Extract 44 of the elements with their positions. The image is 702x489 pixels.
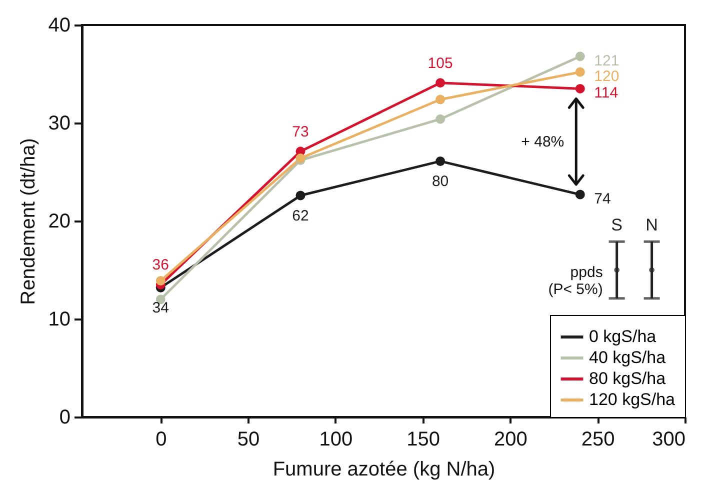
y-tick-label: 20 xyxy=(48,210,70,232)
y-tick-label: 30 xyxy=(48,112,70,134)
point xyxy=(436,156,446,166)
legend-label: 120 kgS/ha xyxy=(589,390,676,409)
x-tick-label: 250 xyxy=(581,428,615,450)
x-tick-label: 50 xyxy=(237,428,260,450)
point xyxy=(575,190,585,200)
point xyxy=(649,267,655,273)
x-axis-title: Fumure azotée (kg N/ha) xyxy=(272,458,496,480)
point xyxy=(296,190,306,200)
point xyxy=(575,67,585,77)
point xyxy=(156,276,166,286)
x-tick-label: 0 xyxy=(156,428,167,450)
point xyxy=(614,267,620,273)
x-tick-label: 150 xyxy=(406,428,440,450)
y-tick-label: 40 xyxy=(48,14,70,36)
annotation: 105 xyxy=(428,54,453,72)
annotation: 73 xyxy=(292,123,309,140)
point xyxy=(436,78,446,88)
y-tick-label: 0 xyxy=(59,406,70,428)
x-tick-label: 200 xyxy=(494,428,528,450)
point xyxy=(436,114,446,124)
y-tick-label: 10 xyxy=(48,308,70,330)
annotation: 120 xyxy=(594,68,620,86)
annotation: 62 xyxy=(292,208,309,225)
annotation: 36 xyxy=(152,256,169,274)
series-label: S xyxy=(611,216,623,235)
legend-label: 0 kgS/ha xyxy=(589,327,657,346)
x-tick-label: 100 xyxy=(319,428,353,450)
series-label: N xyxy=(646,216,658,235)
annotation: 34 xyxy=(152,300,169,317)
x-tick-label: 300 xyxy=(652,428,686,450)
annotation: 114 xyxy=(594,84,618,102)
point xyxy=(436,94,446,104)
annotation: 80 xyxy=(432,173,449,190)
legend-label: 40 kgS/ha xyxy=(589,348,666,367)
point xyxy=(575,52,585,62)
annotation: 121 xyxy=(594,52,620,70)
y-axis-title: Rendement (dt/ha) xyxy=(17,138,40,305)
legend-label: 80 kgS/ha xyxy=(589,369,666,388)
point xyxy=(575,84,585,94)
annotation: + 48% xyxy=(521,134,564,151)
annotation: 74 xyxy=(594,190,611,208)
annotation: ppds (P< 5%) xyxy=(548,264,603,298)
